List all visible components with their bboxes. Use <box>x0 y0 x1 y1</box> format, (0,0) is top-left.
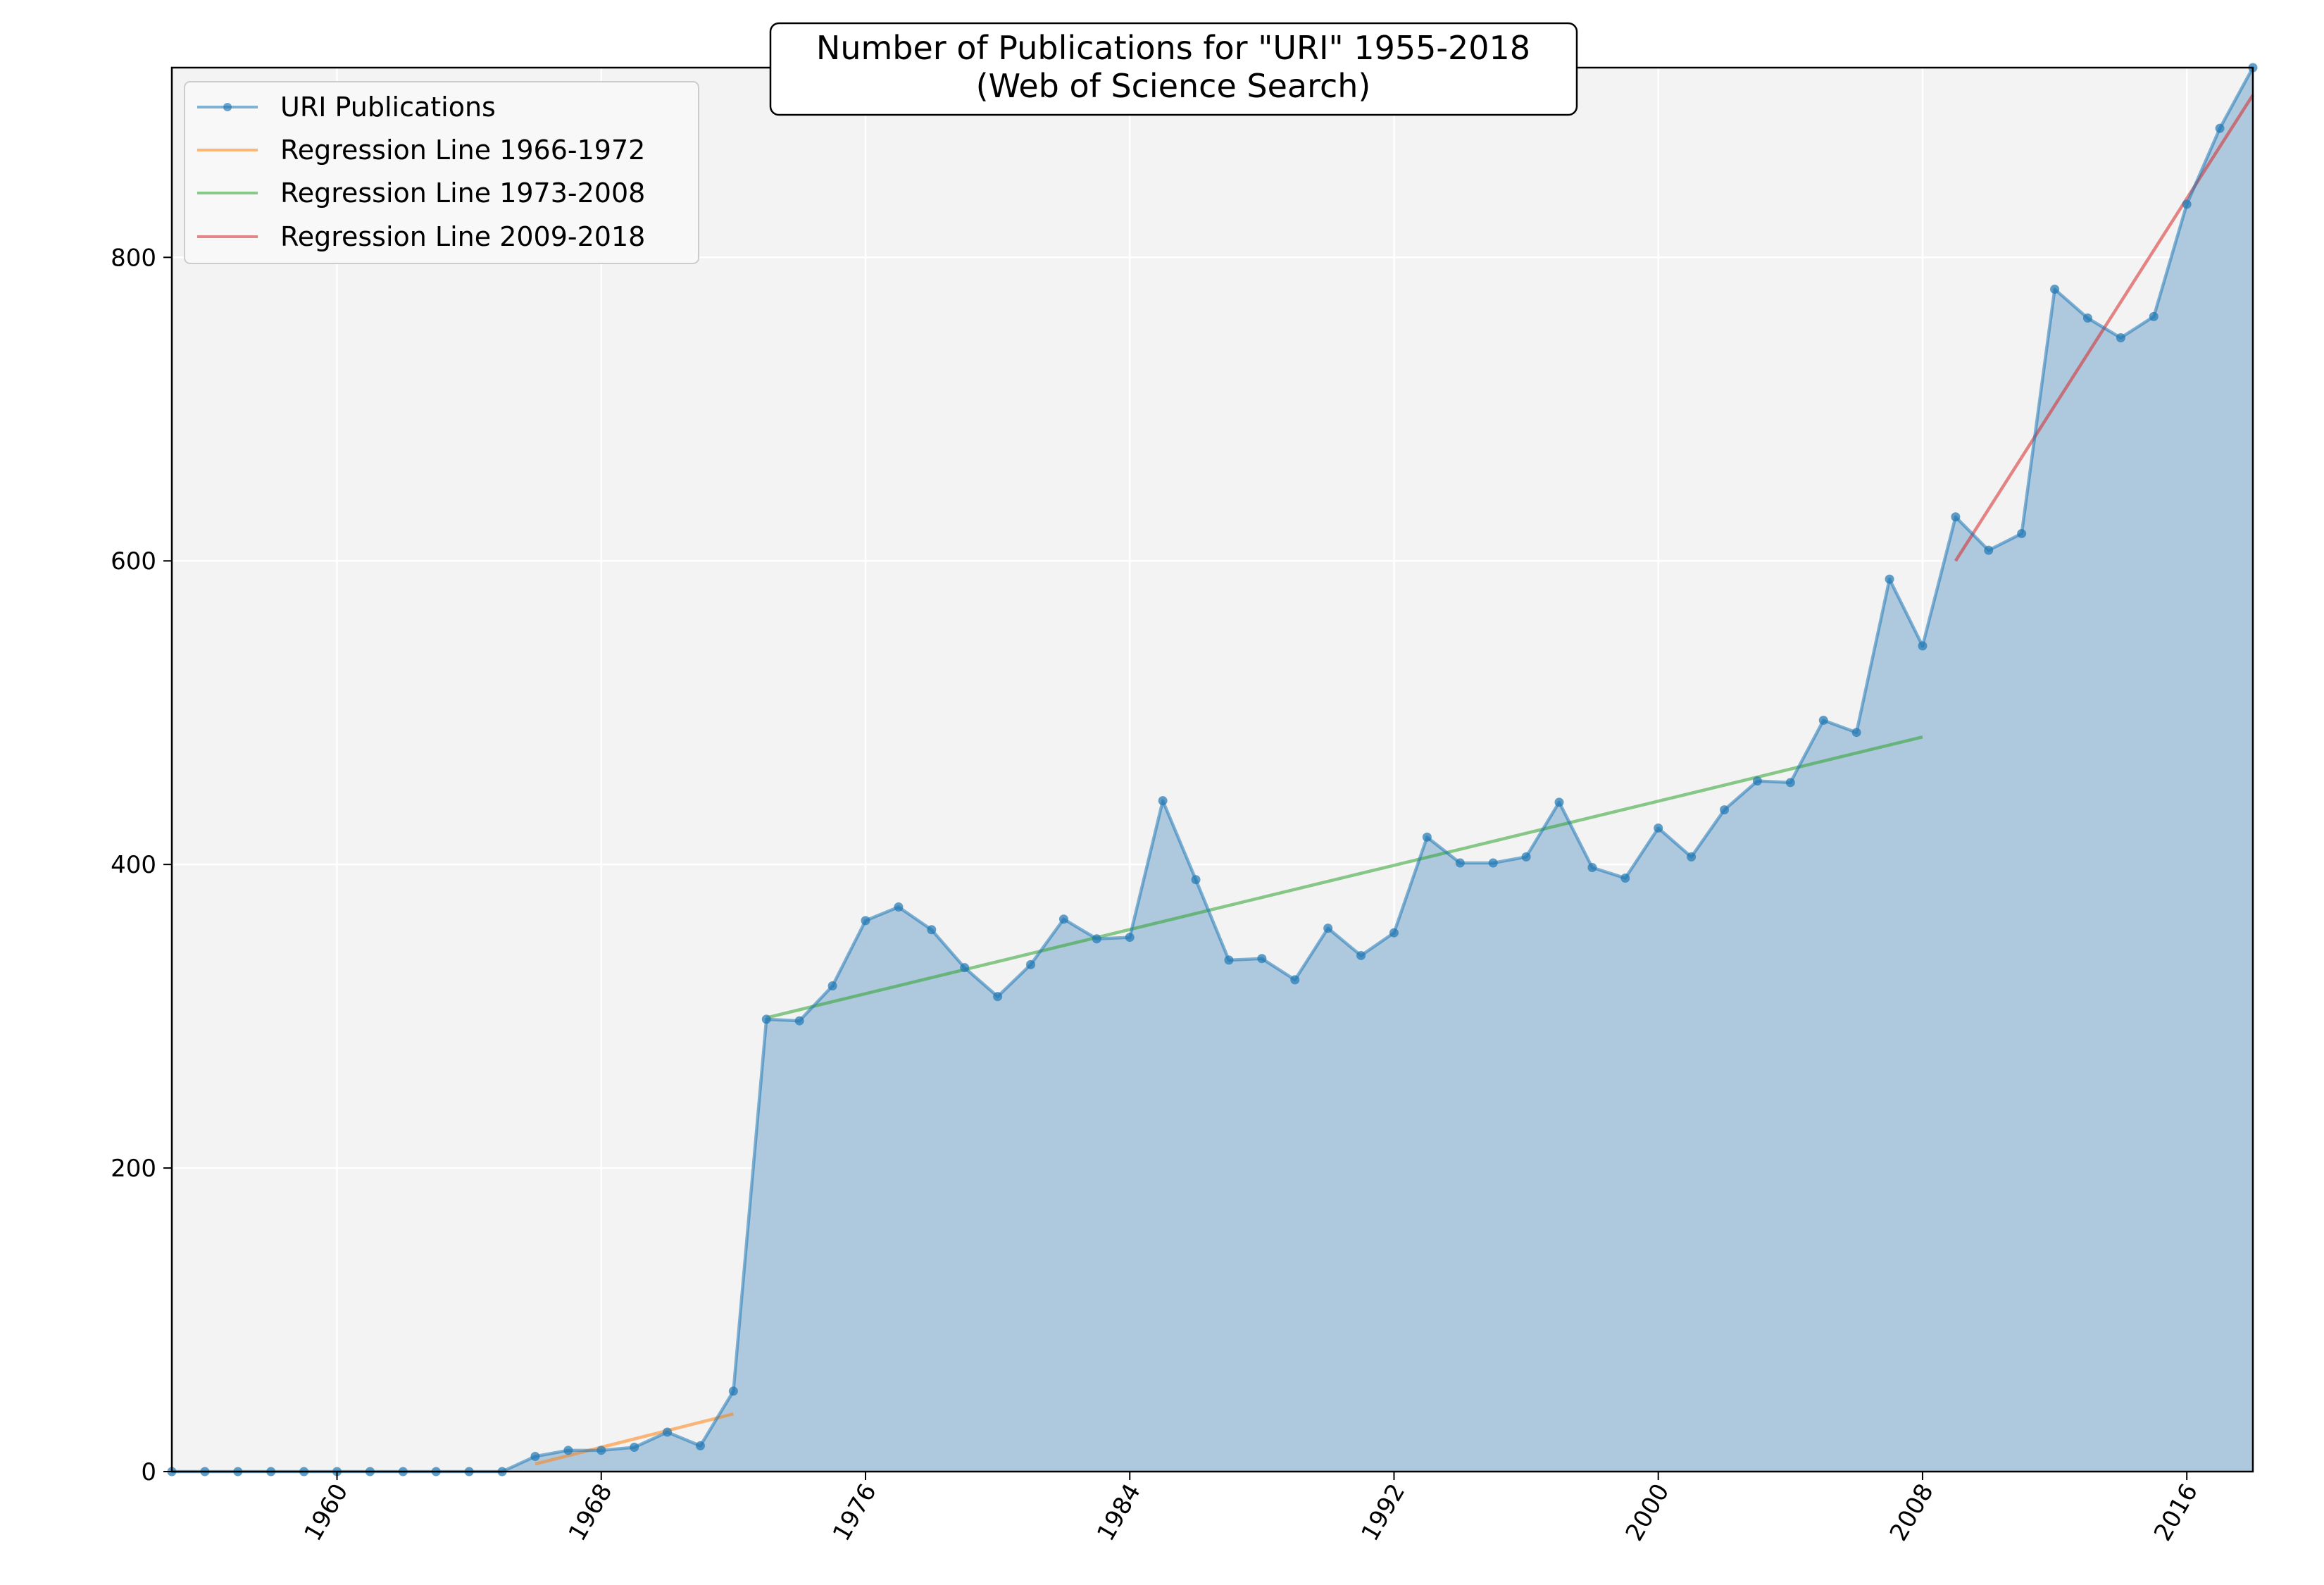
data-point-1985 <box>1158 796 1168 806</box>
legend-label-regression-1973-2008: Regression Line 1973-2008 <box>280 178 645 209</box>
data-point-1976 <box>861 916 870 926</box>
legend-label-series: URI Publications <box>280 92 496 123</box>
x-tick-label: 1968 <box>563 1479 618 1546</box>
title-box: Number of Publications for "URI" 1955-20… <box>769 22 1578 116</box>
series-points <box>167 63 2258 1477</box>
data-point-1993 <box>1422 832 1432 842</box>
data-point-1997 <box>1554 797 1564 807</box>
data-point-1967 <box>563 1446 573 1455</box>
legend-label-regression-1966-1972: Regression Line 1966-1972 <box>280 135 645 166</box>
x-tick-label: 2000 <box>1620 1479 1675 1546</box>
data-point-1991 <box>1356 950 1366 960</box>
series-line-layer <box>172 66 2254 1474</box>
data-point-1973 <box>761 1014 771 1024</box>
data-point-2010 <box>1984 545 1994 555</box>
data-point-1999 <box>1620 874 1630 883</box>
data-point-1970 <box>663 1427 673 1437</box>
data-point-2012 <box>2050 285 2060 294</box>
data-point-1980 <box>993 992 1003 1002</box>
chart-title: Number of Publications for "URI" 1955-20… <box>816 29 1530 67</box>
data-point-2000 <box>1654 823 1663 833</box>
data-point-2016 <box>2182 199 2192 209</box>
data-point-1966 <box>530 1451 540 1461</box>
regression-line-1966-1972 <box>535 1412 734 1466</box>
x-tick-label: 1992 <box>1356 1479 1411 1546</box>
x-tick-label: 1976 <box>827 1479 882 1546</box>
data-point-2017 <box>2215 123 2225 133</box>
data-point-1989 <box>1290 975 1300 985</box>
data-point-1968 <box>596 1446 606 1455</box>
series-line <box>172 66 2254 1474</box>
y-tick-label: 400 <box>111 851 156 879</box>
data-point-1983 <box>1092 934 1101 944</box>
data-point-1986 <box>1191 875 1201 885</box>
data-point-1978 <box>927 925 937 935</box>
legend-label-regression-2009-2018: Regression Line 2009-2018 <box>280 221 645 252</box>
data-point-1996 <box>1521 852 1531 862</box>
chart-subtitle: (Web of Science Search) <box>976 67 1371 105</box>
y-tick-label: 0 <box>141 1458 156 1486</box>
data-point-1981 <box>1026 959 1036 969</box>
data-point-1992 <box>1389 928 1399 938</box>
data-point-1969 <box>630 1443 639 1453</box>
data-point-1994 <box>1455 858 1465 868</box>
x-tick-label: 1984 <box>1092 1479 1147 1546</box>
data-point-2001 <box>1687 852 1697 862</box>
y-tick-label: 600 <box>111 547 156 576</box>
regression-line-1973-2008 <box>766 735 1923 1019</box>
data-point-1977 <box>894 902 904 912</box>
data-point-1988 <box>1257 954 1267 964</box>
data-point-2007 <box>1885 574 1894 584</box>
legend-marker-series <box>223 103 232 111</box>
data-point-2013 <box>2082 313 2092 323</box>
data-point-1971 <box>695 1441 705 1450</box>
area-fill <box>172 68 2253 1472</box>
data-point-2004 <box>1785 778 1795 788</box>
data-point-2005 <box>1818 715 1828 725</box>
data-point-2014 <box>2116 333 2125 343</box>
legend: URI Publications Regression Line 1966-19… <box>184 81 699 264</box>
title-frame <box>769 22 1578 116</box>
y-tick-label: 200 <box>111 1155 156 1183</box>
x-tick-label: 1960 <box>299 1479 354 1546</box>
data-point-1998 <box>1587 862 1597 872</box>
data-point-2011 <box>2017 528 2027 538</box>
data-point-1995 <box>1488 858 1498 868</box>
data-point-2009 <box>1951 512 1961 522</box>
data-point-1987 <box>1224 955 1234 965</box>
data-point-1979 <box>960 963 970 973</box>
x-tick-label: 2008 <box>1885 1479 1939 1546</box>
data-point-1990 <box>1323 924 1333 933</box>
data-point-2008 <box>1918 641 1928 651</box>
data-point-2015 <box>2149 311 2159 321</box>
data-point-2003 <box>1752 776 1762 786</box>
x-tick-label: 2016 <box>2149 1479 2204 1546</box>
legend-box <box>184 81 699 264</box>
area-fill-layer <box>172 68 2253 1472</box>
data-point-1975 <box>827 981 837 991</box>
data-point-1984 <box>1125 933 1135 943</box>
y-tick-label: 800 <box>111 244 156 272</box>
data-point-1974 <box>794 1016 804 1026</box>
data-point-2006 <box>1851 728 1861 738</box>
data-point-1972 <box>728 1386 738 1396</box>
data-point-1982 <box>1058 914 1068 924</box>
data-point-2002 <box>1720 805 1730 815</box>
